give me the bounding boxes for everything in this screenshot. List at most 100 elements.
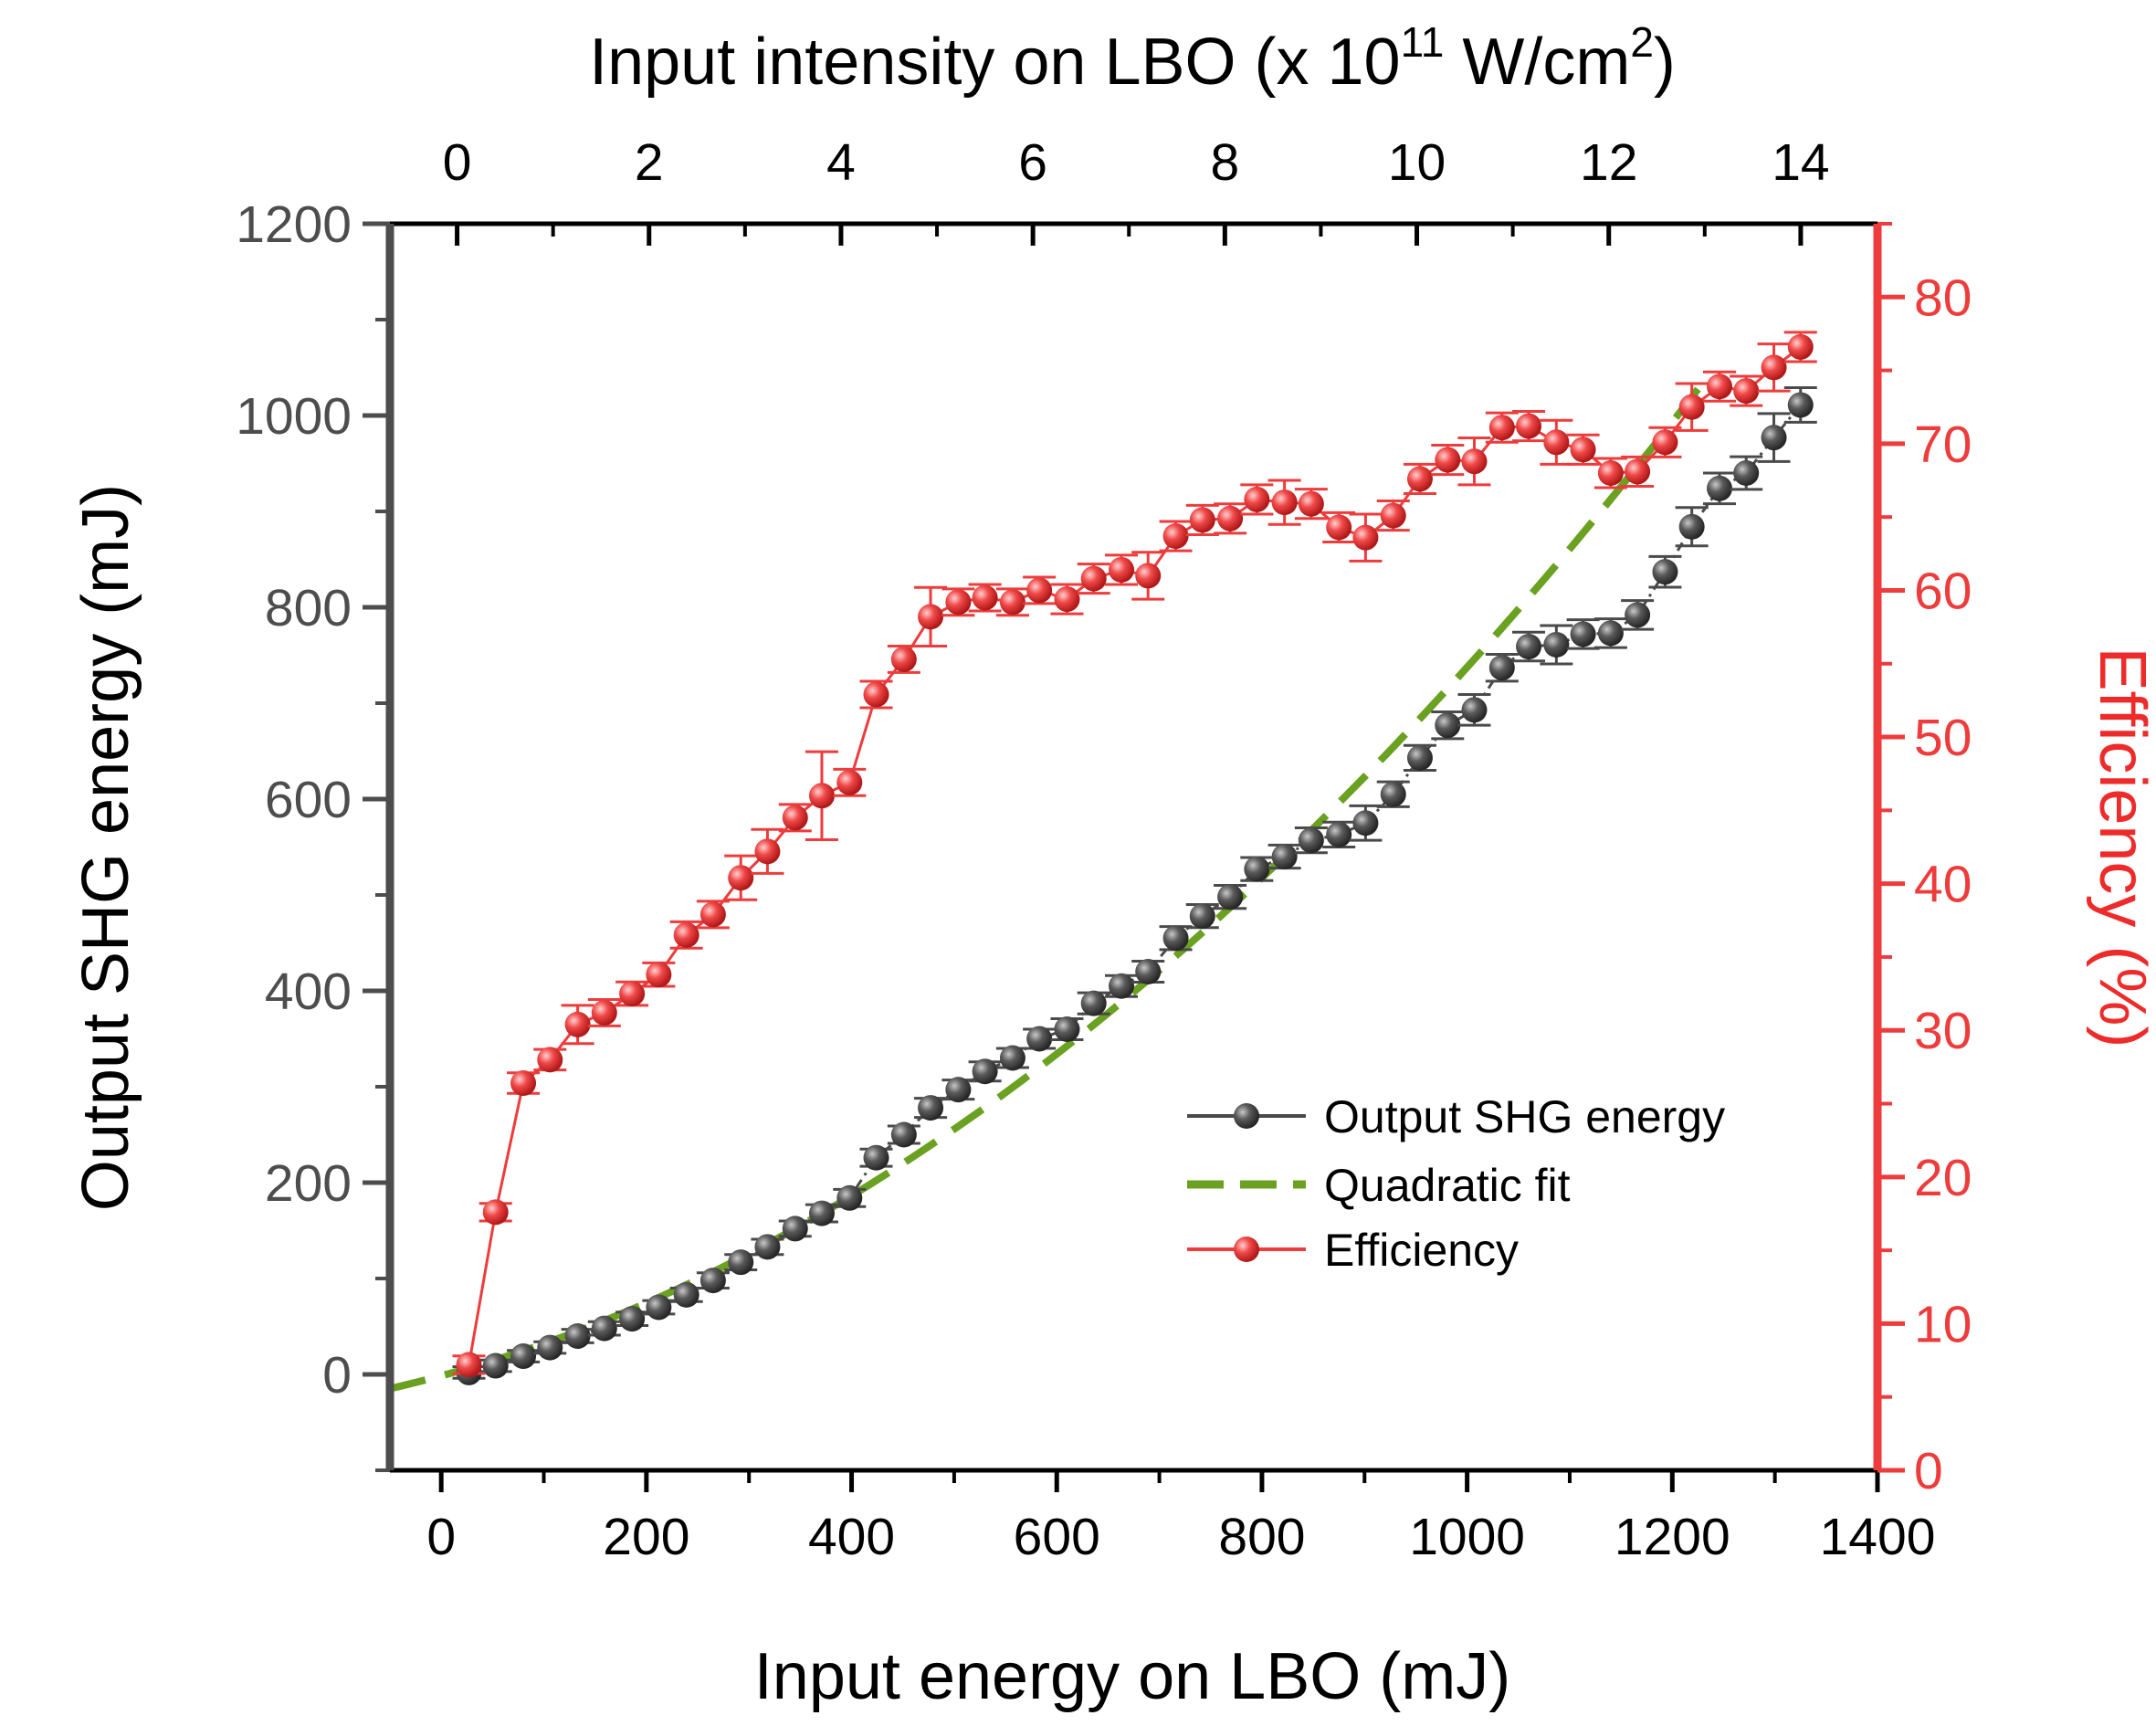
efficiency-line	[468, 345, 1802, 1365]
efficiency-point	[1162, 523, 1189, 550]
shg-point	[537, 1334, 563, 1361]
efficiency-point	[728, 865, 754, 891]
shg-point	[1271, 844, 1298, 869]
shg-point	[1326, 821, 1352, 847]
efficiency-point	[591, 999, 617, 1026]
shg-point	[1706, 475, 1732, 501]
top-x-tick-label: 10	[1388, 133, 1446, 192]
efficiency-point	[1189, 507, 1215, 533]
y-axis-title-left: Output SHG energy (mJ)	[69, 484, 142, 1211]
shg-point	[1080, 990, 1107, 1016]
top-x-tick-label: 0	[443, 133, 472, 192]
efficiency-point	[1244, 486, 1270, 512]
efficiency-point	[1625, 458, 1651, 485]
shg-point	[1678, 513, 1705, 540]
x-tick-label: 0	[426, 1508, 456, 1566]
shg-point	[1761, 425, 1787, 451]
legend-marker-shg	[1234, 1103, 1259, 1129]
y-left-tick-label: 800	[265, 579, 352, 637]
y-right-tick-label: 0	[1914, 1442, 1943, 1500]
y-right-tick-label: 10	[1914, 1295, 1972, 1353]
efficiency-point	[1298, 490, 1324, 517]
efficiency-point	[1570, 437, 1596, 463]
shg-line	[468, 404, 1802, 1374]
efficiency-point	[1217, 505, 1244, 531]
efficiency-point	[945, 589, 972, 616]
y-right-tick-label: 60	[1914, 562, 1972, 620]
efficiency-point	[537, 1047, 563, 1073]
shg-point	[728, 1249, 754, 1276]
legend-label-fit: Quadratic fit	[1324, 1160, 1571, 1211]
top-x-tick-label: 12	[1580, 133, 1637, 192]
shg-point	[510, 1343, 537, 1370]
efficiency-point	[699, 901, 726, 928]
efficiency-point	[1435, 447, 1461, 473]
x-tick-label: 800	[1218, 1508, 1305, 1566]
y-axis-title-right: Efficiency (%)	[2086, 647, 2156, 1048]
shg-point	[1026, 1026, 1053, 1052]
top-x-tick-label: 8	[1210, 133, 1239, 192]
shg-point	[1435, 712, 1461, 739]
shg-point	[1352, 810, 1379, 837]
x-axis-title: Input energy on LBO (mJ)	[754, 1640, 1510, 1713]
legend: Output SHG energy Quadratic fit Efficien…	[1187, 1091, 1725, 1276]
shg-point	[482, 1352, 509, 1379]
shg-point	[808, 1200, 835, 1226]
y-right-tick-label: 30	[1914, 1002, 1972, 1060]
shg-point	[1461, 697, 1488, 723]
y-left-tick-label: 1000	[236, 387, 352, 446]
legend-marker-eff	[1234, 1237, 1259, 1262]
y-right-tick-label: 40	[1914, 856, 1972, 914]
efficiency-point	[972, 584, 998, 611]
efficiency-point	[782, 805, 808, 831]
y-left-tick-label: 1200	[236, 195, 352, 254]
shg-point	[863, 1144, 889, 1171]
shg-point	[1516, 634, 1542, 660]
top-x-tick-label: 4	[826, 133, 856, 192]
efficiency-point	[1406, 466, 1433, 492]
top-axis-title: Input intensity on LBO (x 1011 W/cm2)	[589, 18, 1676, 99]
shg-point	[1135, 959, 1162, 984]
efficiency-point	[456, 1352, 482, 1378]
efficiency-point	[1678, 394, 1705, 420]
efficiency-point	[1706, 374, 1732, 400]
efficiency-point	[673, 921, 699, 948]
legend-label-eff: Efficiency	[1324, 1225, 1519, 1276]
shg-point	[619, 1306, 646, 1332]
efficiency-point	[863, 681, 889, 708]
efficiency-point	[564, 1011, 591, 1037]
shg-point	[918, 1095, 944, 1121]
efficiency-point	[808, 783, 835, 809]
shg-point	[1787, 392, 1814, 418]
efficiency-point	[1733, 378, 1760, 405]
shg-point	[699, 1268, 726, 1294]
x-tick-label: 200	[603, 1508, 689, 1566]
y-right-tick-label: 70	[1914, 416, 1972, 474]
shg-point	[1652, 559, 1678, 585]
y-left-tick-label: 200	[265, 1154, 352, 1213]
top-x-tick-label: 14	[1772, 133, 1829, 192]
top-axis-title-main: Input intensity on LBO (x 10	[589, 26, 1401, 99]
shg-point	[1162, 925, 1189, 952]
efficiency-point	[1543, 429, 1570, 456]
shg-point	[591, 1315, 617, 1342]
shg-point	[782, 1216, 808, 1242]
shg-series	[452, 386, 1817, 1385]
x-tick-label: 600	[1014, 1508, 1100, 1566]
shg-point	[1109, 973, 1135, 999]
y-left-tick-label: 600	[265, 771, 352, 829]
efficiency-point	[510, 1070, 537, 1097]
y-left-tick-label: 0	[322, 1346, 352, 1405]
efficiency-point	[1380, 502, 1406, 529]
shg-point	[1488, 655, 1515, 681]
top-axis-title-exp: 11	[1401, 18, 1445, 66]
efficiency-point	[619, 981, 646, 1007]
efficiency-point	[1488, 415, 1515, 441]
shg-point	[1597, 620, 1624, 647]
shg-point	[1244, 856, 1270, 882]
efficiency-point	[754, 838, 781, 865]
efficiency-point	[1761, 354, 1787, 381]
efficiency-point	[1352, 524, 1379, 551]
top-axis-title-unit: W/cm	[1444, 26, 1630, 99]
